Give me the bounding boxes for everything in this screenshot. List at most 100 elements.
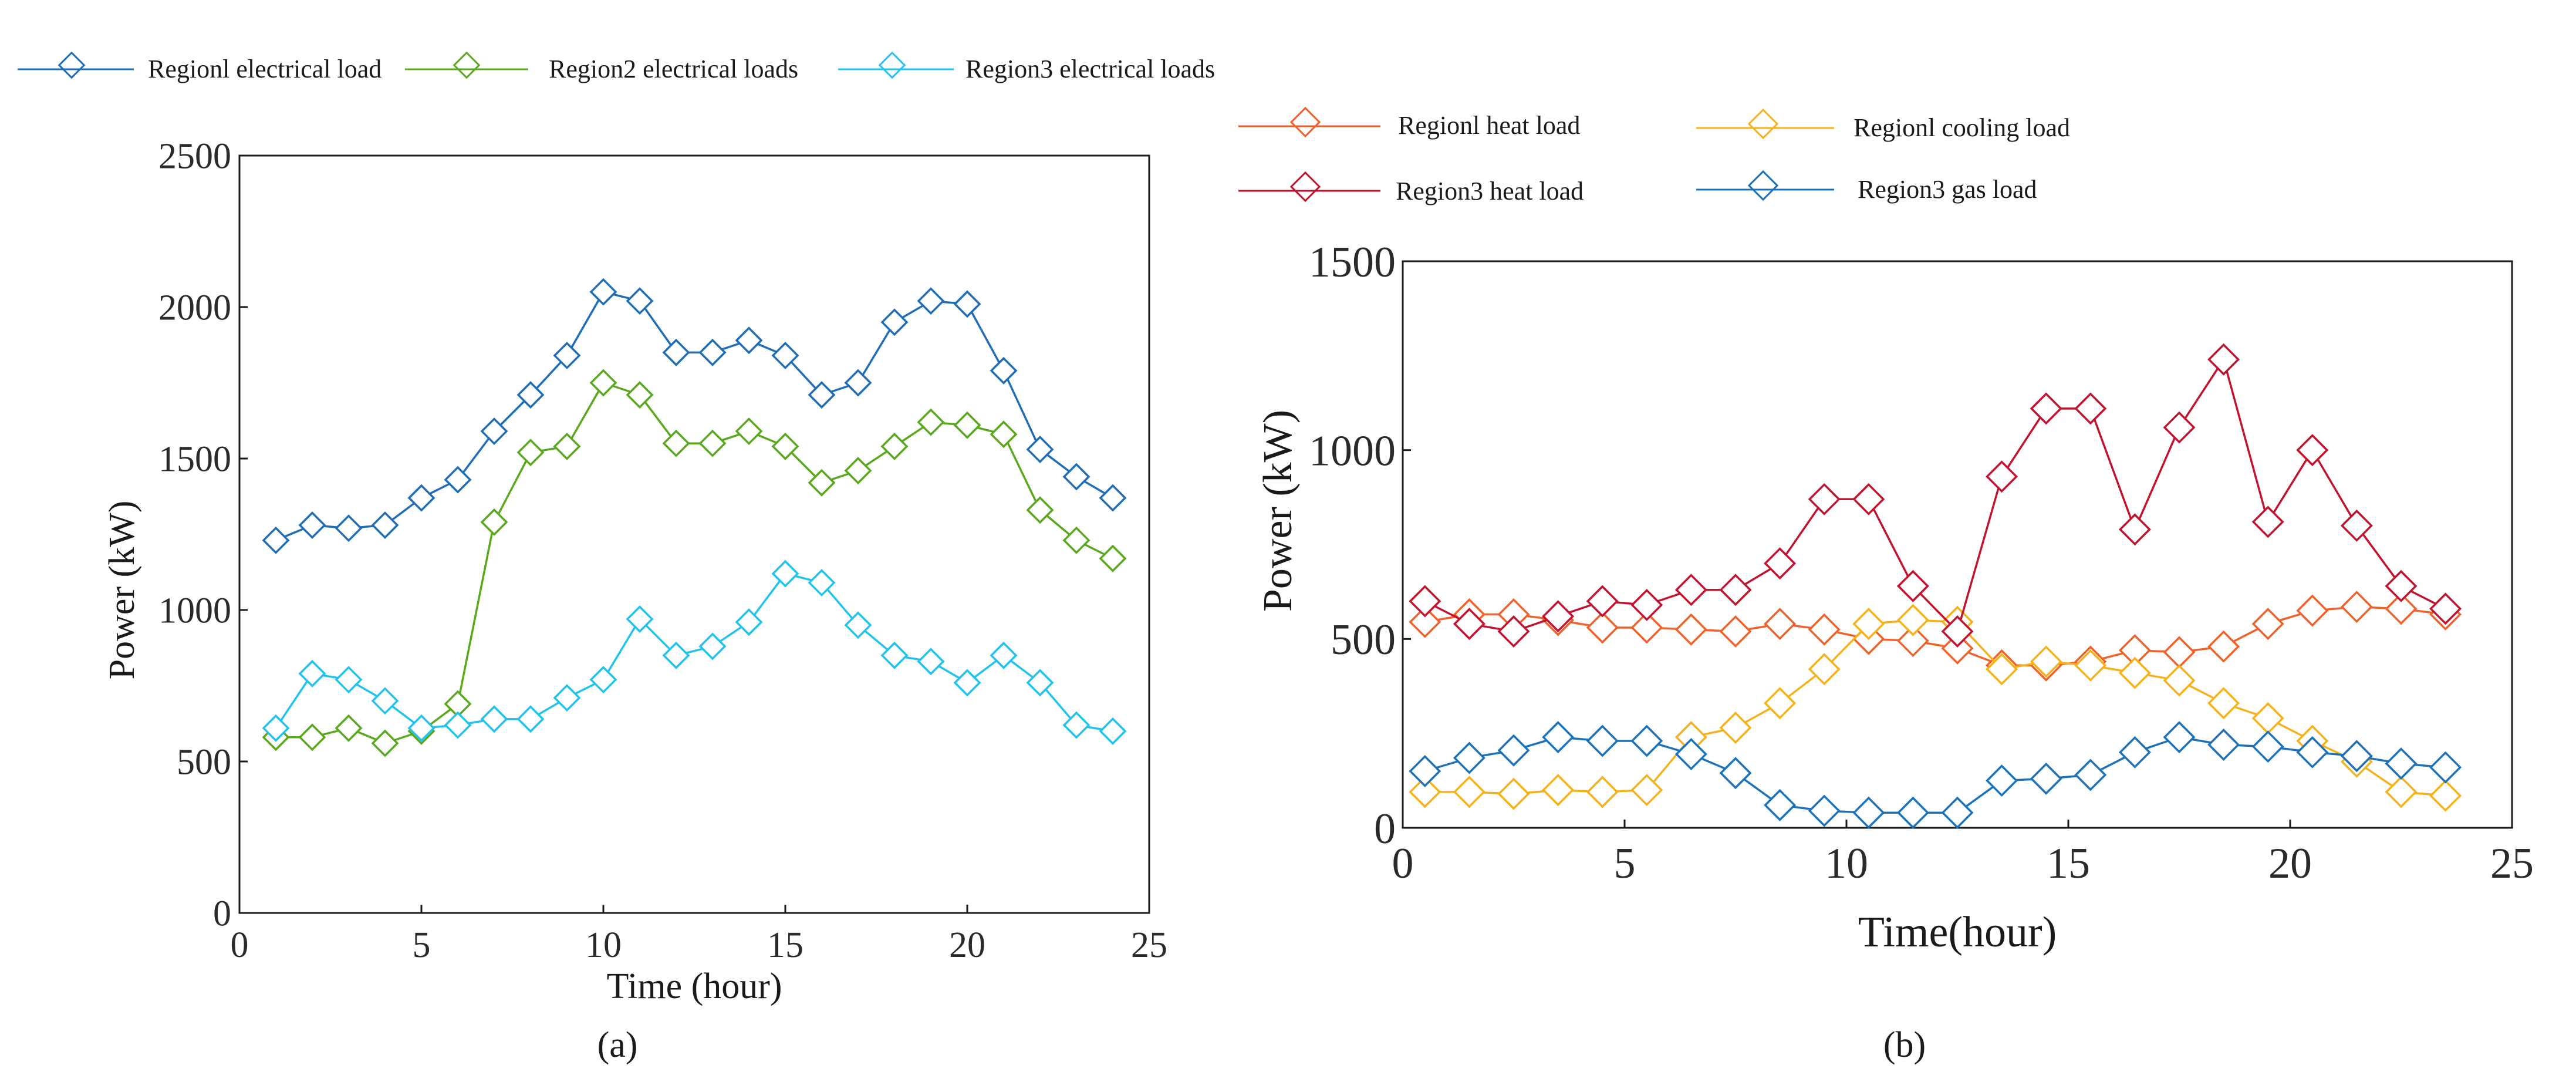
data-point-region2-electrical-loads bbox=[589, 369, 617, 397]
legend-item-region1-cooling: Regionl cooling load bbox=[1696, 108, 2070, 142]
legend-label-region1-heat: Regionl heat load bbox=[1398, 111, 1580, 140]
data-point-regionl-heat-load bbox=[1409, 605, 1441, 638]
data-point-regionl-cooling-load bbox=[2118, 656, 2151, 689]
x-tick-label: 25 bbox=[2490, 840, 2534, 888]
data-point-region3-heat-load bbox=[1674, 574, 1707, 606]
y-tick-label: 2500 bbox=[158, 137, 231, 177]
data-point-regionl-electrical-load bbox=[990, 356, 1018, 385]
data-point-region3-electrical-loads bbox=[1062, 711, 1091, 739]
data-point-regionl-cooling-load bbox=[1852, 608, 1885, 641]
x-tick-label: 10 bbox=[585, 925, 622, 965]
data-point-regionl-cooling-load bbox=[1630, 774, 1663, 807]
legend-label-region3-electrical: Region3 electrical loads bbox=[965, 55, 1215, 83]
data-point-regionl-electrical-load bbox=[298, 511, 326, 539]
data-point-region2-electrical-loads bbox=[844, 457, 872, 485]
data-point-region3-electrical-loads bbox=[1026, 669, 1054, 697]
data-point-region2-electrical-loads bbox=[371, 729, 399, 757]
legend-marker-region3-electrical bbox=[878, 51, 906, 79]
data-point-region3-electrical-loads bbox=[771, 560, 799, 588]
y-tick-label: 1500 bbox=[158, 440, 231, 480]
data-point-regionl-cooling-load bbox=[1542, 774, 1575, 807]
data-point-regionl-electrical-load bbox=[808, 381, 836, 409]
data-point-regionl-electrical-load bbox=[480, 417, 508, 446]
data-point-regionl-heat-load bbox=[2385, 592, 2418, 625]
data-point-regionl-heat-load bbox=[1941, 632, 1974, 665]
legend-marker-region2-electrical bbox=[453, 51, 481, 79]
y-tick-label: 2000 bbox=[158, 288, 231, 328]
x-tick-label: 5 bbox=[413, 925, 431, 965]
data-point-region3-heat-load bbox=[2207, 343, 2240, 376]
legend-label-region2-electrical: Region2 electrical loads bbox=[549, 55, 798, 83]
data-point-region3-electrical-loads bbox=[444, 711, 472, 739]
data-point-region3-heat-load bbox=[1941, 615, 1974, 648]
data-point-region3-gas-load bbox=[2340, 740, 2373, 773]
data-point-region3-gas-load bbox=[2118, 736, 2151, 769]
axis-ticks-a: 0 5 10 15 20 25 0 500 1000 1500 2000 2500 bbox=[158, 137, 1167, 965]
data-point-region2-electrical-loads bbox=[880, 432, 909, 460]
data-point-region3-heat-load bbox=[1542, 600, 1575, 633]
data-point-region2-electrical-loads bbox=[662, 429, 690, 457]
legend-b: Regionl heat load Regionl cooling load R… bbox=[1238, 106, 2070, 205]
data-point-regionl-cooling-load bbox=[1764, 687, 1797, 720]
legend-label-region1-cooling: Regionl cooling load bbox=[1853, 113, 2070, 142]
data-point-regionl-cooling-load bbox=[1719, 712, 1752, 744]
legend-marker-region3-gas bbox=[1747, 170, 1779, 201]
x-tick-label: 5 bbox=[1614, 840, 1636, 888]
data-point-regionl-electrical-load bbox=[1099, 484, 1127, 512]
legend-marker-region1-cooling bbox=[1747, 108, 1779, 140]
data-point-region3-heat-load bbox=[2429, 592, 2462, 625]
y-tick-label: 1000 bbox=[158, 591, 231, 631]
legend-item-region1-electrical: Regionl electrical load bbox=[18, 51, 381, 83]
panel-caption-b: (b) bbox=[1883, 1025, 1926, 1065]
data-point-regionl-cooling-load bbox=[1586, 776, 1619, 808]
data-point-regionl-electrical-load bbox=[589, 278, 617, 306]
y-axis-label-b: Power (kW) bbox=[1255, 410, 1301, 612]
data-point-region2-electrical-loads bbox=[990, 420, 1018, 449]
data-point-region2-electrical-loads bbox=[698, 429, 727, 457]
data-point-regionl-cooling-load bbox=[2030, 645, 2062, 678]
data-point-region3-heat-load bbox=[2074, 392, 2107, 425]
x-tick-label: 0 bbox=[231, 925, 249, 965]
data-point-region2-electrical-loads bbox=[626, 381, 654, 409]
x-tick-label: 0 bbox=[1392, 840, 1414, 888]
data-point-region3-electrical-loads bbox=[880, 641, 909, 669]
legend-marker-region1-heat bbox=[1289, 106, 1321, 138]
y-tick-label: 0 bbox=[213, 894, 231, 934]
data-point-region3-heat-load bbox=[1586, 585, 1619, 618]
data-point-regionl-electrical-load bbox=[1062, 463, 1091, 491]
legend-marker-region1-electrical bbox=[58, 51, 86, 79]
data-point-region3-gas-load bbox=[2385, 747, 2418, 780]
data-point-regionl-heat-load bbox=[1896, 625, 1929, 658]
data-point-regionl-cooling-load bbox=[1808, 653, 1841, 686]
data-point-regionl-heat-load bbox=[1764, 608, 1797, 641]
data-point-region2-electrical-loads bbox=[735, 417, 763, 446]
data-point-region3-electrical-loads bbox=[371, 687, 399, 715]
y-axis-label-a: Power (kW) bbox=[102, 501, 142, 680]
data-point-regionl-electrical-load bbox=[698, 338, 727, 366]
data-point-region3-electrical-loads bbox=[407, 714, 435, 742]
y-tick-label: 1500 bbox=[1309, 238, 1396, 287]
y-tick-label: 0 bbox=[1374, 805, 1396, 853]
axis-ticks-b: 0 5 10 15 20 25 0 500 1000 1500 bbox=[1309, 238, 2534, 888]
data-point-region2-electrical-loads bbox=[771, 432, 799, 460]
data-point-region3-electrical-loads bbox=[626, 605, 654, 633]
data-point-region3-heat-load bbox=[1896, 569, 1929, 602]
x-tick-label: 15 bbox=[2047, 840, 2090, 888]
data-point-region3-heat-load bbox=[1764, 547, 1797, 580]
legend-item-region2-electrical: Region2 electrical loads bbox=[405, 51, 798, 83]
data-point-regionl-electrical-load bbox=[880, 308, 909, 336]
data-point-regionl-heat-load bbox=[2207, 630, 2240, 663]
data-point-region3-gas-load bbox=[1630, 724, 1663, 757]
data-point-region3-heat-load bbox=[2163, 411, 2196, 444]
data-point-region3-gas-load bbox=[1941, 796, 1974, 829]
data-point-regionl-cooling-load bbox=[1453, 776, 1485, 808]
data-point-region3-gas-load bbox=[2074, 759, 2107, 791]
data-point-regionl-electrical-load bbox=[444, 466, 472, 494]
data-point-region3-heat-load bbox=[2385, 569, 2418, 602]
data-point-region3-gas-load bbox=[2207, 728, 2240, 761]
data-point-region3-heat-load bbox=[2030, 392, 2062, 425]
data-point-region3-heat-load bbox=[1453, 608, 1485, 641]
data-point-regionl-heat-load bbox=[1674, 613, 1707, 646]
x-tick-label: 25 bbox=[1131, 925, 1167, 965]
